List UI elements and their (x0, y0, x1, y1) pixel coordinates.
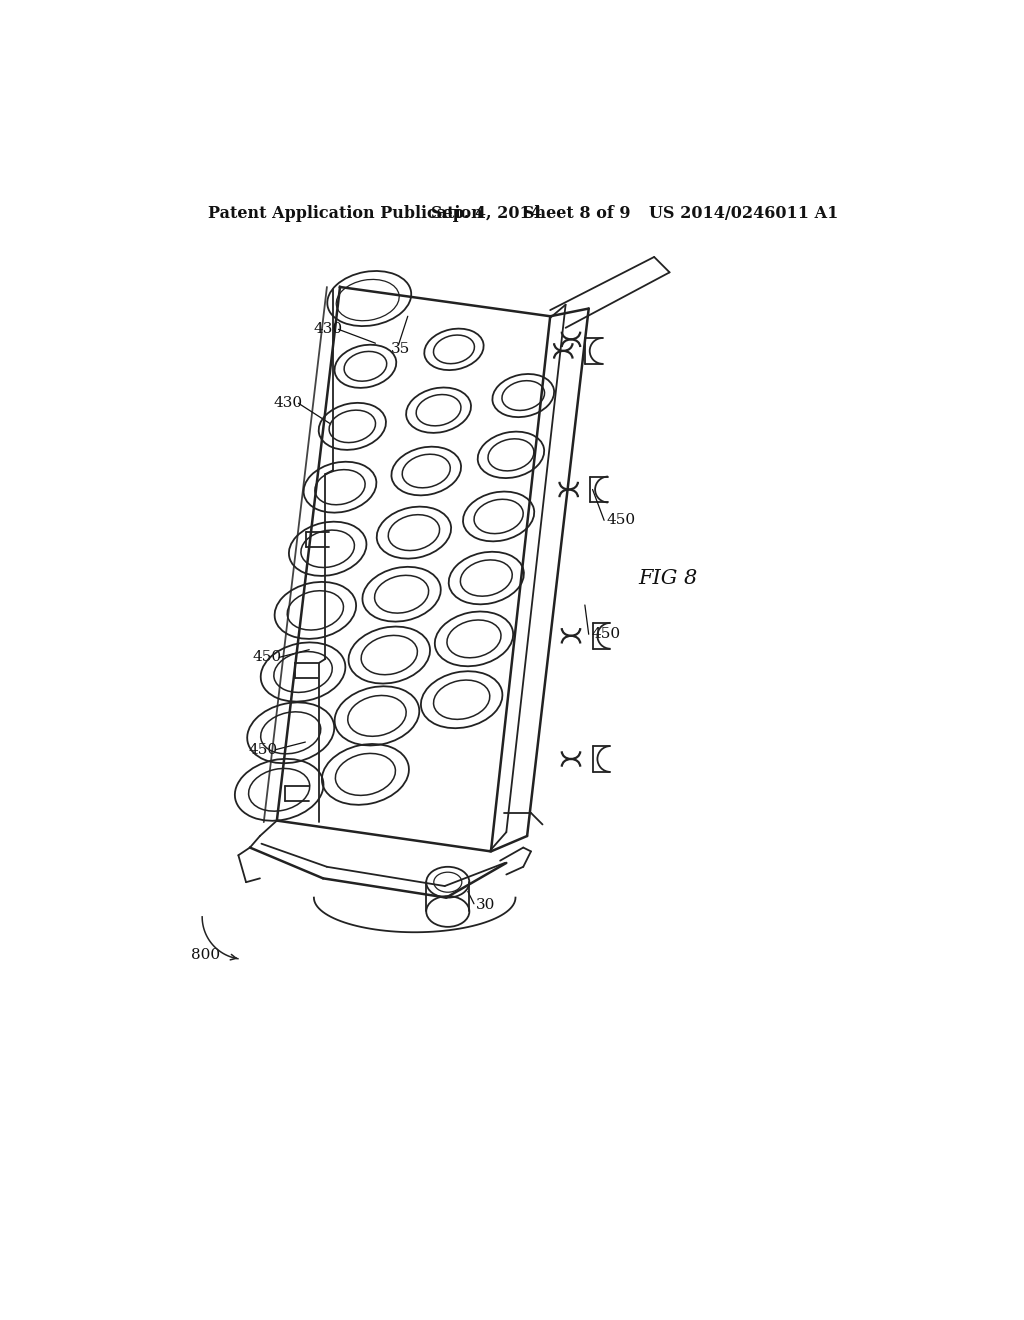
Text: 30: 30 (475, 899, 495, 912)
Text: 430: 430 (313, 322, 342, 337)
Text: 450: 450 (606, 513, 636, 527)
Text: 450: 450 (252, 651, 282, 664)
Text: Patent Application Publication: Patent Application Publication (208, 206, 482, 222)
Text: 450: 450 (591, 627, 621, 642)
Text: US 2014/0246011 A1: US 2014/0246011 A1 (649, 206, 839, 222)
Text: 450: 450 (249, 743, 278, 756)
Text: FIG 8: FIG 8 (639, 569, 698, 587)
Text: Sep. 4, 2014: Sep. 4, 2014 (431, 206, 542, 222)
Text: Sheet 8 of 9: Sheet 8 of 9 (523, 206, 631, 222)
Text: 430: 430 (273, 396, 302, 411)
Text: 800: 800 (190, 948, 220, 962)
Text: 35: 35 (391, 342, 410, 356)
